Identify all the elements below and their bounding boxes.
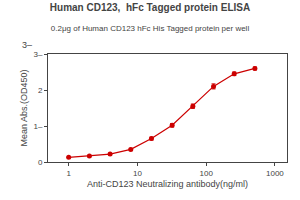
svg-text:10: 10	[133, 169, 142, 178]
svg-text:100: 100	[199, 169, 213, 178]
svg-text:2: 2	[38, 86, 43, 95]
svg-text:3–: 3–	[33, 50, 42, 59]
svg-text:0.2μg of Human CD123 hFc His T: 0.2μg of Human CD123 hFc His Tagged prot…	[51, 24, 250, 33]
svg-text:1–: 1–	[33, 122, 42, 131]
svg-text:Mean Abs.(OD450): Mean Abs.(OD450)	[19, 69, 29, 146]
svg-text:1: 1	[66, 169, 71, 178]
svg-text:1000: 1000	[266, 169, 284, 178]
svg-text:0: 0	[38, 158, 43, 167]
svg-text:Anti-CD123 Neutralizing antibo: Anti-CD123 Neutralizing antibody(ng/ml)	[87, 179, 248, 189]
svg-text:Human CD123, hFc Tagged prote: Human CD123, hFc Tagged protein ELISA	[50, 2, 250, 13]
svg-text:3–: 3–	[22, 40, 32, 50]
